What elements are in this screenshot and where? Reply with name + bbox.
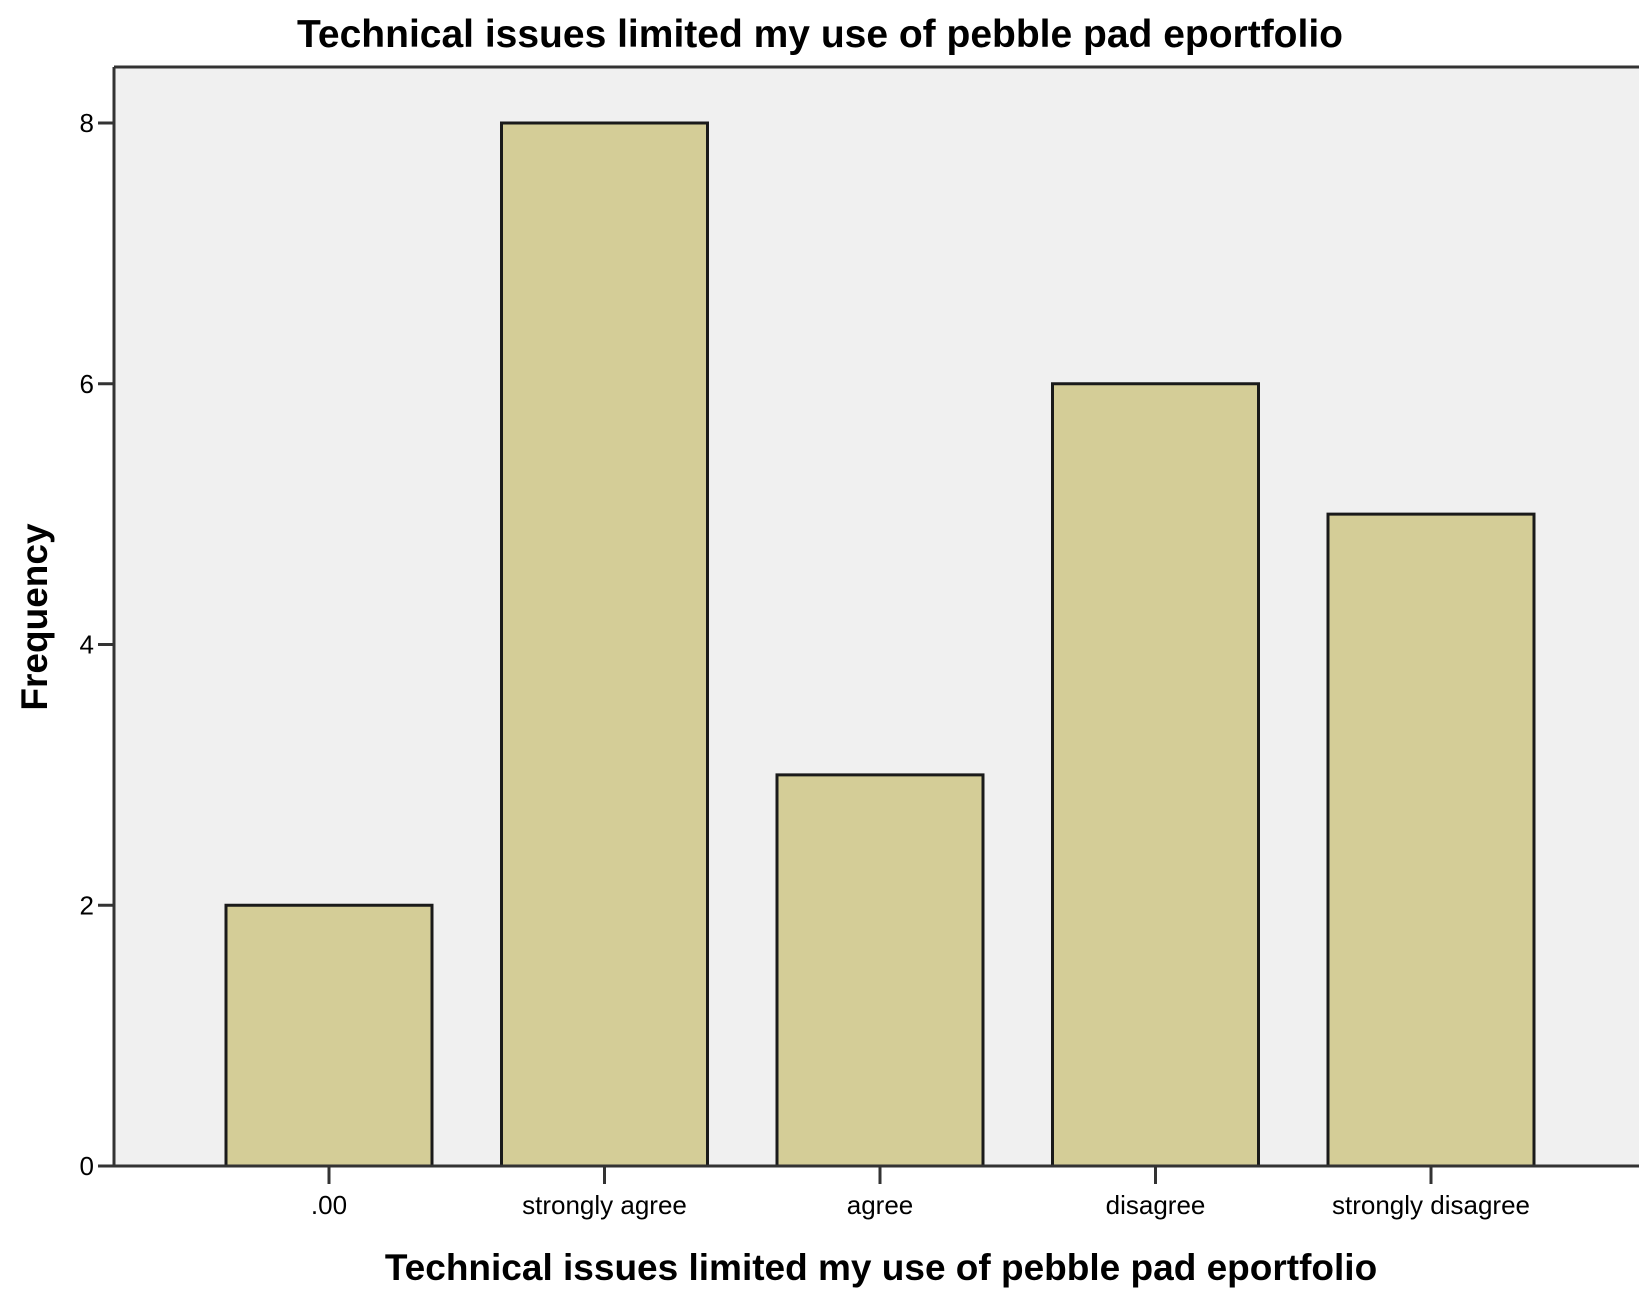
- bars-layer: [224, 121, 1536, 1168]
- x-tick-label-2: agree: [847, 1190, 914, 1220]
- axes-layer: [112, 65, 1639, 1168]
- bar-1: [500, 121, 709, 1168]
- x-tick-label-1: strongly agree: [522, 1190, 687, 1220]
- y-tick-label-1: 2: [80, 890, 94, 920]
- x-axis-title: Technical issues limited my use of pebbl…: [385, 1247, 1377, 1288]
- x-tick-label-4: strongly disagree: [1332, 1190, 1530, 1220]
- y-axis-title: Frequency: [14, 523, 55, 711]
- bar-0: [224, 903, 434, 1168]
- y-tick-label-2: 4: [80, 630, 94, 660]
- x-ticks-layer: .00 strongly agree agree disagree strongly d…: [311, 1166, 1530, 1220]
- chart-title: Technical issues limited my use of pebbl…: [297, 13, 1343, 56]
- x-tick-label-0: .00: [311, 1190, 347, 1220]
- bar-4: [1326, 512, 1536, 1168]
- bar-2: [775, 773, 985, 1168]
- y-tick-label-0: 0: [80, 1151, 94, 1181]
- y-ticks-layer: 0 2 4 6 8: [80, 108, 114, 1181]
- bar-3: [1051, 382, 1260, 1168]
- y-tick-label-4: 8: [80, 108, 94, 138]
- y-tick-label-3: 6: [80, 369, 94, 399]
- x-tick-label-3: disagree: [1106, 1190, 1206, 1220]
